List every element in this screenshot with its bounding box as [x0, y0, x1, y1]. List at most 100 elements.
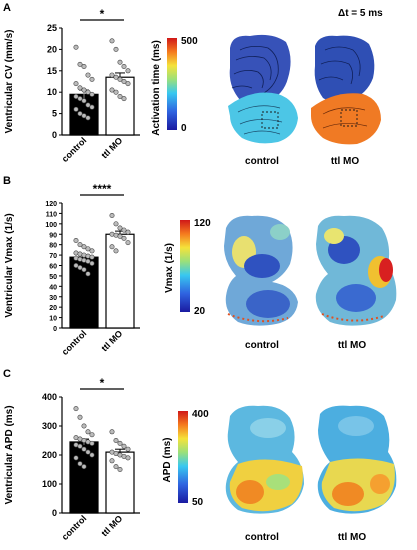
data-point	[81, 252, 87, 258]
data-point	[89, 76, 95, 82]
data-point	[113, 248, 119, 254]
map-caption-a-control: control	[245, 156, 279, 167]
data-point	[125, 240, 131, 246]
data-point	[85, 449, 91, 455]
data-point	[113, 46, 119, 52]
data-point	[89, 452, 95, 458]
data-point	[85, 102, 91, 108]
data-point	[109, 38, 115, 44]
data-point	[77, 256, 83, 262]
colorbar-apd-min: 50	[192, 497, 204, 508]
data-point	[113, 232, 119, 238]
y-tick-label: 10	[49, 316, 57, 323]
data-point	[117, 76, 123, 82]
data-point	[117, 233, 123, 239]
data-point	[117, 59, 123, 65]
activation-map-control	[228, 34, 298, 144]
data-point	[81, 464, 87, 470]
data-point	[121, 79, 127, 85]
bar-ttl-MO	[105, 76, 135, 136]
data-point	[73, 455, 79, 461]
data-point	[73, 44, 79, 50]
data-point	[85, 72, 91, 78]
data-point	[125, 81, 131, 87]
y-tick-label: 110	[46, 211, 57, 218]
data-point	[113, 74, 119, 80]
y-axis-label: Ventricular CV (mm/s)	[4, 30, 15, 134]
data-point	[77, 96, 83, 102]
data-point	[77, 242, 83, 248]
colorbar-activation-min: 0	[181, 123, 187, 134]
panel-letter-c: C	[3, 368, 11, 380]
apd-map-ttl	[317, 405, 397, 514]
x-tick-label: control	[60, 328, 89, 357]
data-point	[85, 253, 91, 259]
data-point	[109, 244, 115, 250]
data-point	[73, 93, 79, 99]
data-point	[125, 68, 131, 74]
data-point	[85, 258, 91, 264]
data-point	[81, 257, 87, 263]
map-caption-a-ttl: ttl MO	[330, 156, 360, 167]
x-tick-label: ttl MO	[99, 513, 124, 538]
vmax-map-ttl	[315, 215, 397, 326]
data-point	[73, 263, 79, 269]
data-point	[113, 221, 119, 227]
data-point	[85, 89, 91, 95]
y-tick-label: 25	[47, 23, 57, 33]
data-point	[89, 440, 95, 446]
y-tick-label: 40	[49, 284, 57, 291]
significance-label: *	[100, 376, 105, 390]
map-caption-b-control: control	[245, 340, 279, 351]
data-point	[73, 250, 79, 256]
y-tick-label: 30	[49, 295, 57, 302]
data-point	[81, 87, 87, 93]
data-point	[89, 260, 95, 266]
data-point	[125, 229, 131, 235]
colorbar-activation-max: 500	[181, 36, 198, 47]
data-point	[85, 115, 91, 121]
y-tick-label: 20	[47, 44, 57, 54]
panel-letter-a: A	[3, 2, 11, 14]
data-point	[73, 406, 79, 412]
data-point	[109, 212, 115, 218]
y-tick-label: 0	[52, 130, 57, 140]
y-tick-label: 70	[49, 253, 57, 260]
data-point	[113, 438, 119, 444]
y-tick-label: 400	[42, 392, 57, 402]
y-tick-label: 120	[45, 201, 57, 208]
data-point	[117, 467, 123, 473]
colorbar-vmax-label: Vmax (1/s)	[164, 243, 175, 293]
data-point	[117, 225, 123, 231]
data-point	[121, 443, 127, 449]
y-tick-label: 20	[49, 305, 57, 312]
y-axis-label: Ventricular APD (ms)	[4, 405, 15, 504]
data-point	[77, 111, 83, 117]
data-point	[109, 72, 115, 78]
bar-chart-cv: Ventricular CV (mm/s) 0 5 10 15 20 25 control tt…	[4, 7, 140, 164]
data-point	[77, 461, 83, 467]
data-point	[89, 104, 95, 110]
map-caption-c-control: control	[245, 532, 279, 543]
x-tick-label: ttl MO	[99, 135, 124, 160]
colorbar-apd: APD (ms) 400 50	[162, 409, 209, 508]
data-point	[73, 106, 79, 112]
y-tick-label: 5	[52, 109, 57, 119]
colorbar-activation: Activation time (ms) 500 0	[151, 36, 198, 136]
bar-chart-vmax: Ventricular Vmax (1/s) 0 10 20 30 40 50 60 70 80 9…	[4, 182, 140, 357]
data-point	[117, 440, 123, 446]
data-point	[89, 248, 95, 254]
data-point	[121, 235, 127, 241]
data-point	[89, 432, 95, 438]
data-point	[73, 237, 79, 243]
data-point	[109, 231, 115, 237]
data-point	[89, 91, 95, 97]
y-tick-label: 200	[42, 450, 57, 460]
data-point	[85, 246, 91, 252]
data-point	[109, 87, 115, 93]
data-point	[85, 271, 91, 277]
y-axis-label: Ventricular Vmax (1/s)	[4, 213, 15, 318]
y-tick-label: 50	[49, 274, 57, 281]
colorbar-vmax-min: 20	[194, 306, 206, 317]
data-point	[89, 254, 95, 260]
